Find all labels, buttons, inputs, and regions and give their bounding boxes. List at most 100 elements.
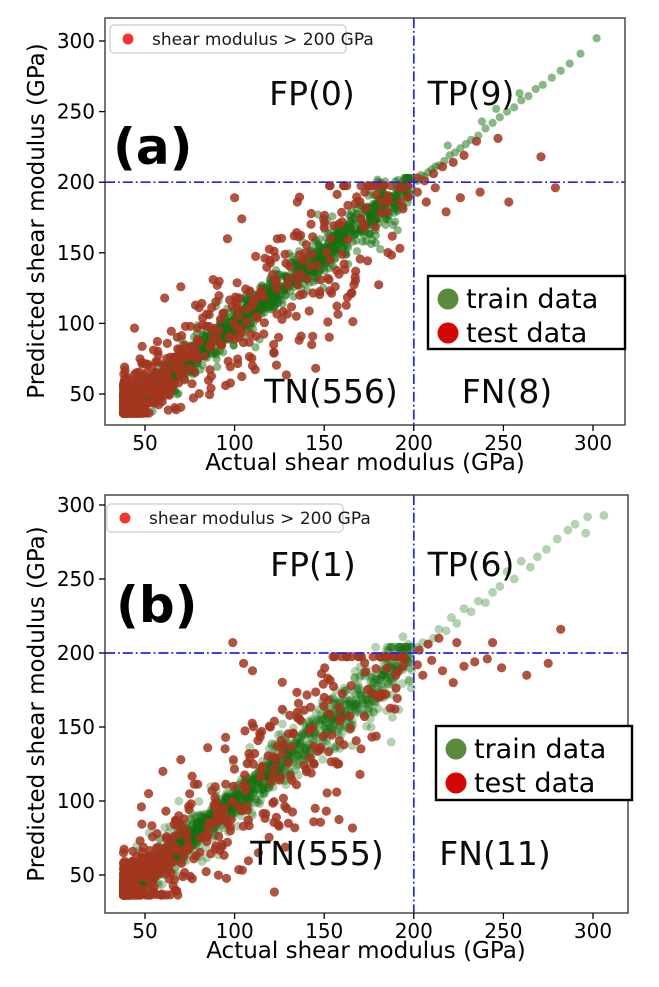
scatter-point — [175, 367, 185, 377]
scatter-point — [349, 280, 359, 290]
scatter-point — [232, 323, 242, 333]
scatter-point — [517, 96, 526, 105]
scatter-point — [363, 256, 373, 266]
scatter-point — [298, 289, 308, 299]
scatter-point — [237, 371, 247, 382]
scatter-point — [443, 141, 452, 150]
scatter-point — [166, 326, 176, 336]
scatter-point — [448, 157, 458, 167]
scatter-point — [194, 797, 204, 806]
y-axis-label: Predicted shear modulus (GPa) — [24, 43, 50, 398]
scatter-point — [160, 293, 170, 303]
scatter-point — [145, 377, 155, 387]
scatter-point — [224, 332, 234, 342]
scatter-point — [133, 389, 143, 399]
scatter-point — [576, 49, 585, 58]
scatter-point — [161, 368, 171, 378]
scatter-point — [333, 309, 343, 319]
scatter-point — [383, 197, 393, 207]
panel-a: 50 100 150 200 250 30050100150200250300Actual… — [24, 17, 627, 476]
scatter-point — [269, 348, 279, 358]
scatter-point — [391, 217, 400, 226]
scatter-point — [194, 389, 204, 399]
scatter-point — [169, 379, 179, 389]
scatter-point — [524, 92, 533, 101]
scatter-point — [256, 287, 266, 297]
scatter-point — [360, 203, 370, 213]
scatter-point — [222, 234, 232, 244]
scatter-point — [205, 365, 215, 375]
series-legend-marker-train — [437, 288, 459, 310]
scatter-point — [308, 232, 318, 242]
scatter-point — [306, 219, 316, 229]
quadrant-label-tp: TP(9) — [427, 74, 515, 113]
scatter-point — [130, 369, 140, 379]
scatter-point — [306, 208, 316, 219]
scatter-point — [292, 197, 302, 207]
scatter-point — [337, 207, 347, 217]
scatter-point — [119, 396, 129, 407]
scatter-point — [430, 183, 440, 193]
scatter-point — [294, 335, 304, 345]
scatter-point — [214, 291, 224, 301]
scatter-point — [437, 162, 448, 172]
scatter-point — [180, 321, 190, 331]
x-tick-label: 50 — [132, 431, 157, 455]
scatter-point — [265, 258, 275, 268]
scatter-point — [271, 274, 281, 284]
threshold-legend: shear modulus > 200 GPa — [109, 24, 374, 54]
scatter-point — [324, 332, 334, 342]
scatter-point — [152, 368, 162, 379]
scatter-point — [394, 183, 405, 193]
y-tick-label: 150 — [57, 241, 95, 265]
scatter-point — [192, 335, 202, 345]
scatter-point — [230, 193, 240, 203]
scatter-point — [370, 222, 380, 232]
scatter-point — [352, 247, 362, 256]
scatter-point — [202, 309, 212, 319]
scatter-point — [371, 642, 380, 652]
scatter-point — [291, 311, 301, 321]
scatter-point — [190, 300, 201, 310]
scatter-point — [481, 124, 490, 133]
scatter-point — [177, 331, 187, 341]
scatter-point — [277, 296, 286, 305]
scatter-point — [304, 306, 314, 316]
scatter-point — [198, 320, 208, 330]
series-legend-label-test: test data — [466, 318, 587, 349]
scatter-point — [293, 280, 303, 290]
scatter-point — [252, 311, 262, 321]
scatter-point — [163, 405, 173, 415]
scatter-point — [495, 113, 504, 122]
scatter-point — [244, 352, 254, 362]
scatter-point — [326, 234, 336, 244]
scatter-point — [428, 169, 439, 179]
scatter-point — [374, 280, 384, 290]
scatter-point — [388, 713, 397, 722]
scatter-point — [477, 117, 486, 126]
quadrant-label-tn: TN(556) — [263, 372, 398, 411]
scatter-point — [259, 318, 269, 328]
scatter-point — [232, 278, 242, 288]
scatter-point — [323, 317, 333, 327]
scatter-point — [176, 402, 186, 412]
scatter-point — [341, 300, 351, 310]
scatter-point — [277, 233, 287, 243]
scatter-point — [343, 234, 353, 244]
scatter-point — [174, 796, 184, 806]
scatter-point — [337, 249, 347, 259]
scatter-point — [129, 323, 140, 333]
panel-label: (a) — [113, 118, 192, 176]
scatter-point — [242, 304, 252, 314]
scatter-point — [187, 349, 197, 359]
scatter-point — [264, 244, 274, 254]
scatter-point — [162, 354, 172, 364]
scatter-point — [359, 231, 368, 240]
scatter-point — [321, 247, 332, 257]
scatter-point — [488, 118, 497, 127]
scatter-point — [242, 317, 252, 327]
y-tick-label: 100 — [57, 311, 95, 335]
quadrant-label-fp: FP(0) — [269, 74, 355, 113]
scatter-point — [349, 227, 358, 236]
